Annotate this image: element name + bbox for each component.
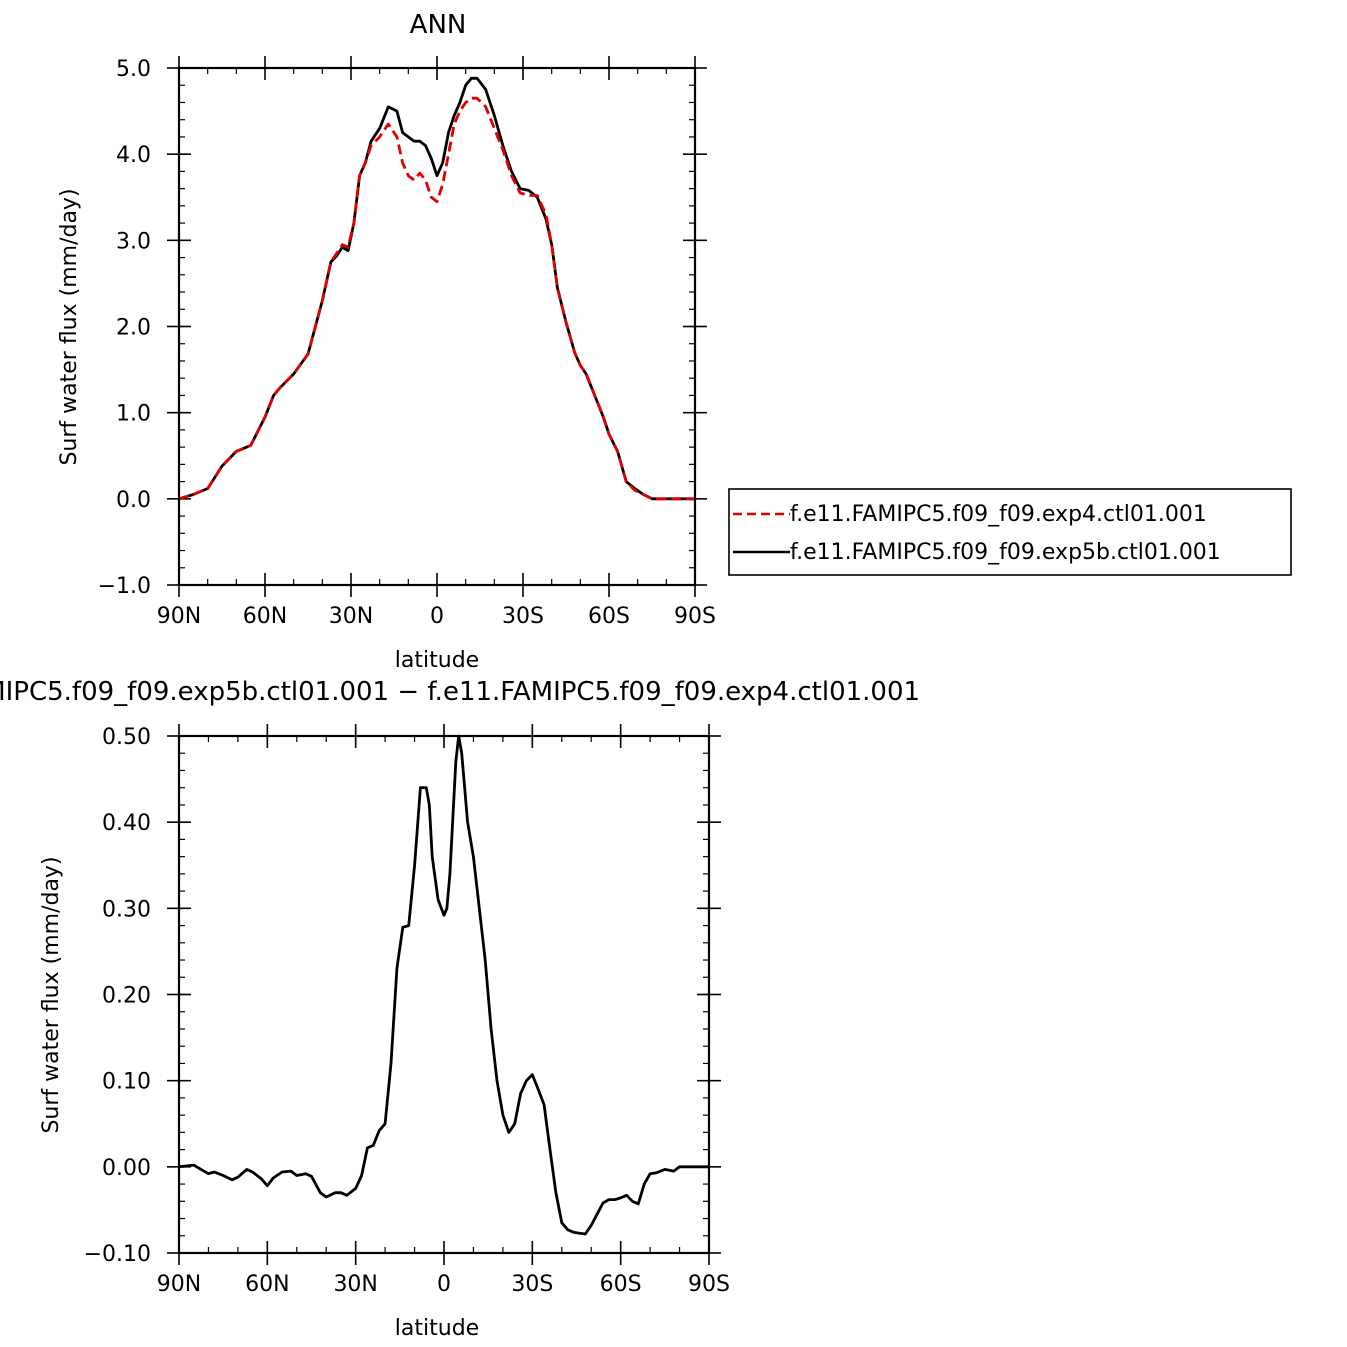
- bottom-ytick-label: 0.30: [102, 897, 151, 922]
- chart-bottom-series-group: [178, 734, 709, 1236]
- bottom-ytick-label: 0.10: [102, 1070, 151, 1095]
- chart-top-legend: f.e11.FAMIPC5.f09_f09.exp4.ctl01.001 f.e…: [728, 488, 1292, 576]
- top-xtick-label: 30S: [502, 604, 544, 629]
- legend-label-exp4: f.e11.FAMIPC5.f09_f09.exp4.ctl01.001: [790, 502, 1207, 527]
- legend-label-exp5b: f.e11.FAMIPC5.f09_f09.exp5b.ctl01.001: [790, 540, 1221, 565]
- top-xtick-label: 60S: [588, 604, 630, 629]
- bottom-xtick-label: 60N: [245, 1272, 289, 1297]
- chart-bottom-ylabel: Surf water flux (mm/day): [39, 856, 64, 1133]
- bottom-xtick-label: 30S: [511, 1272, 553, 1297]
- bottom-xtick-label: 0: [437, 1272, 451, 1297]
- chart-top-ylabel: Surf water flux (mm/day): [57, 188, 82, 465]
- bottom-ytick-label: 0.00: [102, 1156, 151, 1181]
- top-xtick-label: 30N: [329, 604, 373, 629]
- chart-top-ticks: 90N 60N 30N 0 30S 60S 90S −1.0 0.0 1.0 2.0 3.0 4.0 5.…: [98, 56, 716, 629]
- top-xtick-label: 0: [430, 604, 444, 629]
- top-series-line-0: [178, 76, 695, 501]
- bottom-xtick-label: 90S: [688, 1272, 730, 1297]
- top-ytick-label: 0.0: [116, 488, 151, 513]
- top-ytick-label: 4.0: [116, 143, 151, 168]
- top-ytick-label: −1.0: [98, 574, 151, 599]
- chart-top-xlabel: latitude: [395, 648, 479, 673]
- top-xtick-label: 60N: [243, 604, 287, 629]
- chart-top-title: ANN: [410, 10, 467, 40]
- legend-box: [728, 488, 1292, 576]
- chart-bottom-xlabel: latitude: [395, 1316, 479, 1341]
- top-ytick-label: 1.0: [116, 402, 151, 427]
- top-xtick-label: 90S: [674, 604, 716, 629]
- chart-bottom-plot-frame: [177, 734, 711, 1255]
- chart-top-series-group: [178, 76, 695, 501]
- chart-bottom-ticks: 90N 60N 30N 0 30S 60S 90S −0.10 0.00 0.10 0.20 0.30…: [84, 724, 730, 1297]
- bottom-ytick-label: 0.40: [102, 811, 151, 836]
- bottom-series-line-0: [178, 734, 709, 1236]
- chart-top-plot-frame: [177, 66, 697, 587]
- bottom-ytick-label: 0.50: [102, 725, 151, 750]
- bottom-xtick-label: 30N: [333, 1272, 377, 1297]
- chart-bottom: f.e11.FAMIPC5.f09_f09.exp5b.ctl01.001 − …: [0, 677, 920, 1341]
- top-ytick-label: 5.0: [116, 57, 151, 82]
- top-ytick-label: 2.0: [116, 316, 151, 341]
- chart-bottom-title: f.e11.FAMIPC5.f09_f09.exp5b.ctl01.001 − …: [0, 677, 920, 707]
- bottom-xtick-label: 60S: [600, 1272, 642, 1297]
- chart-top: ANN 90N 60N 30N 0 30S 60S 90S −1.0 0.0 1.0 2.0 3.0 4…: [57, 10, 1292, 673]
- top-ytick-label: 3.0: [116, 229, 151, 254]
- top-series-line-1: [178, 96, 695, 501]
- bottom-xtick-label: 90N: [157, 1272, 201, 1297]
- top-xtick-label: 90N: [157, 604, 201, 629]
- bottom-ytick-label: −0.10: [84, 1242, 151, 1267]
- bottom-ytick-label: 0.20: [102, 984, 151, 1009]
